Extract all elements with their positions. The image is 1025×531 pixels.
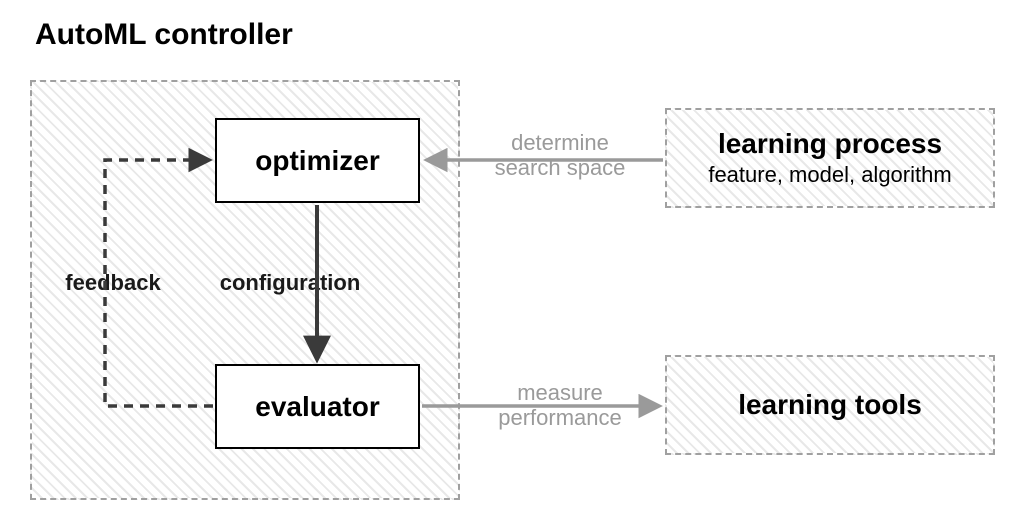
measure-line2: performance [498, 405, 622, 430]
learning-process-node: learning process feature, model, algorit… [665, 108, 995, 208]
optimizer-node: optimizer [215, 118, 420, 203]
determine-edge-label: determine search space [470, 130, 650, 181]
optimizer-label: optimizer [255, 145, 379, 177]
evaluator-label: evaluator [255, 391, 380, 423]
learning-tools-label: learning tools [738, 389, 922, 421]
measure-edge-label: measure performance [470, 380, 650, 431]
automl-diagram: optimizer evaluator learning process fea… [30, 80, 995, 500]
feedback-edge-label: feedback [48, 270, 178, 295]
evaluator-node: evaluator [215, 364, 420, 449]
learning-tools-node: learning tools [665, 355, 995, 455]
learning-process-sublabel: feature, model, algorithm [708, 162, 951, 188]
configuration-edge-label: configuration [200, 270, 380, 295]
determine-line2: search space [495, 155, 626, 180]
page-title: AutoML controller [35, 18, 293, 52]
determine-line1: determine [511, 130, 609, 155]
measure-line1: measure [517, 380, 603, 405]
learning-process-label: learning process [718, 128, 942, 160]
